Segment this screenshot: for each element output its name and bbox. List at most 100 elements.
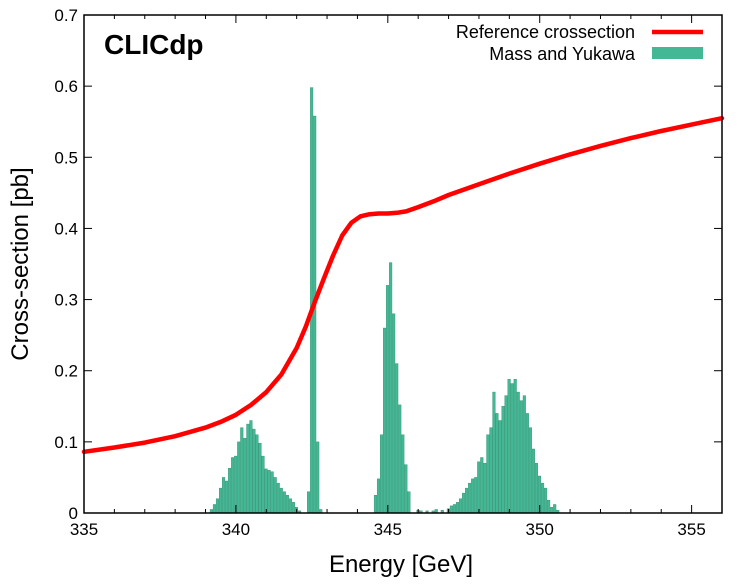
histogram-bar: [288, 498, 292, 514]
histogram-bar: [270, 471, 274, 514]
y-axis-title: Cross-section [pb]: [7, 167, 34, 360]
histogram-bar: [246, 423, 250, 514]
histogram-bar: [516, 391, 520, 514]
histogram-bar: [389, 262, 393, 514]
legend: Reference crossection Mass and Yukawa: [456, 22, 703, 64]
histogram-bar: [452, 504, 456, 514]
histogram-bar: [249, 420, 253, 514]
histogram-bar: [228, 467, 232, 514]
histogram-bar: [401, 434, 405, 514]
histogram-bar: [495, 413, 499, 514]
histogram-bar: [279, 487, 283, 514]
histogram-bar: [480, 457, 484, 514]
histogram-bar: [528, 427, 532, 514]
histogram-bar: [252, 428, 256, 514]
histogram-bar: [316, 441, 320, 514]
histogram-bar: [525, 413, 529, 514]
y-tick-label: 0.6: [54, 77, 78, 96]
histogram-bar: [310, 87, 314, 514]
histogram-bar: [261, 455, 265, 514]
reference-curve: [81, 115, 725, 455]
tick-labels: 335 340 345 350 355 0 0.1 0.2 0.3 0.4 0.5 0.6 0.7: [54, 6, 705, 539]
histogram-bar: [534, 463, 538, 514]
y-tick-label: 0.1: [54, 433, 78, 452]
plot-frame: [83, 14, 723, 514]
histogram-bar: [307, 491, 311, 514]
histogram-bar: [264, 468, 268, 514]
histogram-bar: [243, 438, 247, 514]
legend-entry-mass-yukawa: Mass and Yukawa: [489, 44, 703, 64]
histogram-bar: [285, 495, 289, 514]
histogram-bar: [218, 487, 223, 514]
histogram-bar: [215, 498, 219, 514]
histogram-bar: [407, 491, 411, 514]
y-tick-label: 0: [69, 504, 78, 523]
histogram-bar: [225, 480, 229, 514]
histogram-bar: [380, 434, 384, 514]
histogram-bar: [449, 505, 453, 514]
y-tick-label: 0.7: [54, 6, 78, 25]
histogram-bar: [507, 379, 511, 514]
histogram-bar: [483, 463, 487, 514]
x-tick-label: 350: [526, 520, 554, 539]
legend-label-mass-yukawa: Mass and Yukawa: [489, 44, 636, 64]
y-tick-label: 0.4: [54, 219, 78, 238]
histogram-bar: [404, 464, 408, 514]
histogram-bar: [398, 404, 402, 514]
histogram-bar: [459, 498, 463, 514]
histogram-bar: [477, 461, 481, 514]
histogram-bar: [462, 492, 466, 514]
histogram-bar: [544, 487, 548, 514]
legend-swatch-mass-yukawa: [652, 47, 703, 59]
histogram-bar: [240, 427, 244, 514]
histogram-bar: [255, 434, 259, 514]
histogram-bar: [486, 434, 490, 514]
histogram-bar: [550, 507, 554, 514]
x-tick-label: 345: [374, 520, 402, 539]
histogram-bar: [519, 400, 523, 514]
y-tick-label: 0.3: [54, 291, 78, 310]
y-tick-label: 0.2: [54, 362, 78, 381]
histogram-bar: [504, 395, 508, 514]
bar-series-mass-and-yukawa: [209, 87, 560, 514]
histogram-bar: [291, 502, 295, 514]
histogram-bar: [231, 457, 235, 514]
histogram-bar: [276, 482, 280, 514]
histogram-bar: [513, 379, 517, 514]
histogram-bar: [212, 504, 216, 514]
histogram-bar: [547, 499, 551, 514]
histogram-bar: [373, 495, 377, 514]
histogram-bar: [282, 491, 286, 514]
histogram-bar: [383, 327, 387, 514]
histogram-bar: [492, 391, 496, 514]
histogram-bar: [313, 115, 317, 514]
x-tick-label: 340: [222, 520, 250, 539]
histogram-bar: [465, 487, 469, 514]
clicdp-logo: CLICdp: [104, 29, 204, 60]
histogram-bar: [392, 313, 396, 514]
histogram-bar: [237, 441, 241, 514]
histogram-bar: [455, 502, 460, 514]
legend-label-reference: Reference crossection: [456, 22, 635, 42]
y-tick-label: 0.5: [54, 148, 78, 167]
histogram-bar: [474, 477, 478, 514]
histogram-bar: [273, 477, 277, 514]
histogram-bar: [376, 478, 381, 514]
histogram-bar: [395, 363, 399, 514]
histogram-bar: [553, 504, 557, 514]
histogram-bar: [386, 285, 390, 514]
histogram-bar: [267, 470, 271, 514]
histogram-bar: [468, 482, 472, 514]
histogram-bar: [541, 482, 545, 514]
histogram-bar: [501, 406, 505, 514]
legend-entry-reference: Reference crossection: [456, 22, 703, 42]
histogram-bar: [234, 455, 238, 514]
histogram-bar: [522, 395, 526, 514]
x-tick-label: 355: [677, 520, 705, 539]
histogram-bar: [471, 478, 475, 514]
line-series-reference: [81, 115, 725, 455]
x-axis-title: Energy [GeV]: [329, 551, 473, 578]
histogram-bar: [531, 448, 535, 514]
histogram-bar: [498, 420, 502, 514]
